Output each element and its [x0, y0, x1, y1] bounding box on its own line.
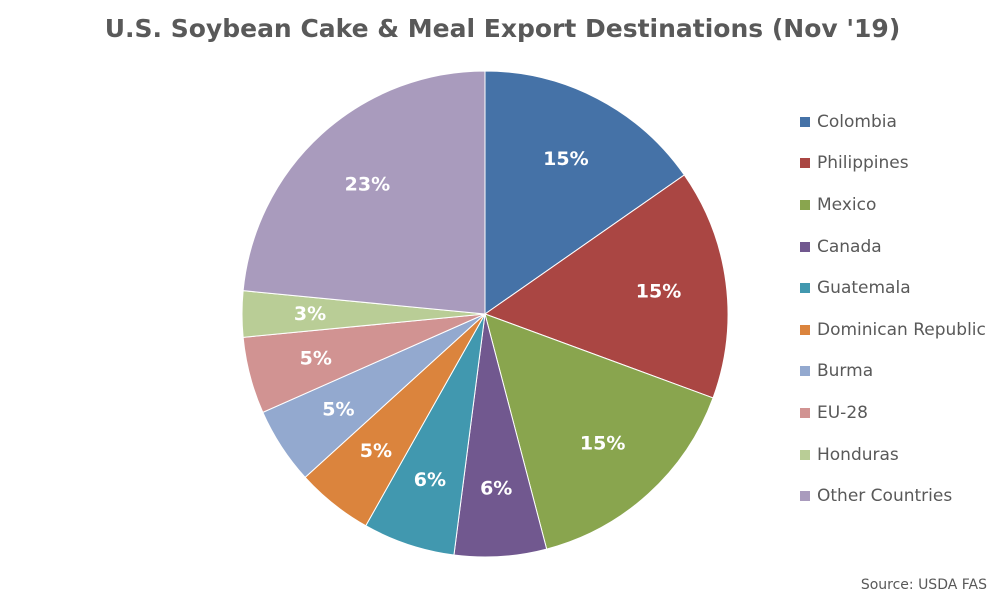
legend-item-honduras: Honduras: [800, 434, 986, 476]
legend-item-burma: Burma: [800, 351, 986, 393]
legend-label: Burma: [817, 361, 874, 382]
legend-swatch: [800, 324, 810, 335]
legend-item-dominican-republic: Dominican Republic: [800, 309, 986, 351]
data-label-dominican-republic: 5%: [360, 440, 392, 462]
data-label-mexico: 15%: [580, 433, 625, 455]
legend-swatch: [800, 116, 810, 127]
legend-swatch: [800, 491, 810, 502]
legend-swatch: [800, 199, 810, 210]
data-label-canada: 6%: [480, 478, 512, 500]
pie-slice-colombia: [484, 70, 685, 315]
legend-item-other-countries: Other Countries: [800, 475, 986, 517]
legend-label: Dominican Republic: [817, 319, 986, 340]
legend-item-colombia: Colombia: [800, 101, 986, 143]
legend-swatch: [800, 283, 810, 294]
data-label-eu-28: 5%: [300, 347, 332, 369]
legend-item-canada: Canada: [800, 226, 986, 268]
data-label-philippines: 15%: [636, 281, 681, 303]
legend-label: Canada: [817, 236, 882, 257]
legend-label: Guatemala: [817, 278, 911, 299]
legend-item-eu-28: EU-28: [800, 392, 986, 434]
legend-swatch: [800, 241, 810, 252]
legend-label: Mexico: [817, 194, 877, 215]
data-label-other-countries: 23%: [345, 173, 390, 195]
source-note: Source: USDA FAS: [860, 577, 987, 593]
legend-label: Other Countries: [817, 486, 953, 507]
pie-slice-mexico: [484, 313, 714, 550]
legend-swatch: [800, 366, 810, 377]
legend-label: Philippines: [817, 153, 909, 174]
legend-label: Colombia: [817, 111, 897, 132]
data-label-honduras: 3%: [294, 303, 326, 325]
data-label-guatemala: 6%: [414, 469, 446, 491]
legend-swatch: [800, 158, 810, 169]
data-label-colombia: 15%: [543, 148, 588, 170]
legend-label: EU-28: [817, 402, 868, 423]
data-label-burma: 5%: [322, 398, 354, 420]
legend-item-guatemala: Guatemala: [800, 267, 986, 309]
legend: Colombia Philippines Mexico Canada Guatemala…: [800, 101, 986, 517]
chart-title: U.S. Soybean Cake & Meal Export Destinat…: [104, 14, 901, 43]
pie-slice-philippines: [483, 174, 729, 399]
legend-label: Honduras: [817, 444, 899, 465]
legend-item-philippines: Philippines: [800, 143, 986, 185]
legend-swatch: [800, 407, 810, 418]
legend-item-mexico: Mexico: [800, 184, 986, 226]
legend-swatch: [800, 449, 810, 460]
pie-slice-other-countries: [242, 70, 486, 315]
